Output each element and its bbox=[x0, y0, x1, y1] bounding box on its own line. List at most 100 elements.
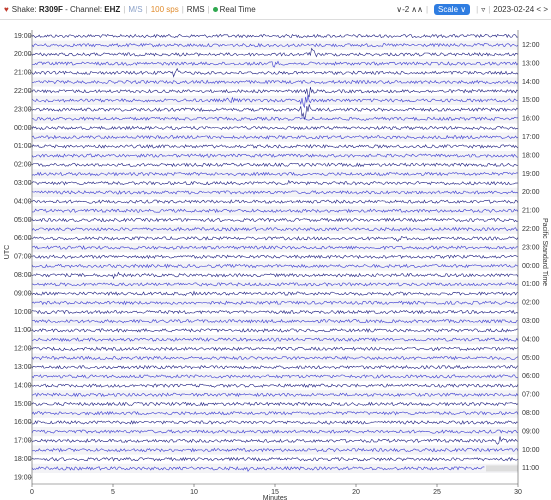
trace bbox=[31, 125, 519, 131]
utc-label: 19:00 bbox=[14, 474, 32, 481]
pst-label: 09:00 bbox=[522, 428, 540, 435]
date[interactable]: 2023-02-24 bbox=[493, 5, 535, 14]
trace bbox=[31, 401, 519, 407]
utc-label: 01:00 bbox=[14, 143, 32, 150]
trace bbox=[31, 153, 519, 158]
pst-label: 03:00 bbox=[522, 318, 540, 325]
x-tick-label: 30 bbox=[514, 489, 522, 496]
trace bbox=[31, 456, 519, 462]
x-axis-label: Minutes bbox=[263, 495, 288, 500]
utc-label: 02:00 bbox=[14, 162, 32, 169]
pst-label: 18:00 bbox=[522, 152, 540, 159]
pst-label: 11:00 bbox=[522, 465, 539, 472]
pst-label: 22:00 bbox=[522, 226, 540, 233]
pst-label: 14:00 bbox=[522, 79, 540, 86]
utc-label: 22:00 bbox=[14, 88, 32, 95]
live[interactable]: Real Time bbox=[219, 5, 256, 14]
trace bbox=[31, 33, 519, 39]
trace bbox=[31, 179, 519, 186]
trace bbox=[31, 79, 519, 85]
trace bbox=[31, 337, 519, 342]
pst-label: 01:00 bbox=[522, 281, 540, 288]
trace bbox=[31, 364, 519, 370]
trace bbox=[31, 346, 519, 352]
utc-label: 17:00 bbox=[14, 438, 32, 445]
channel-label: - Channel: bbox=[65, 5, 103, 14]
pst-label: 07:00 bbox=[522, 392, 540, 399]
live-dot bbox=[212, 7, 218, 12]
trace bbox=[31, 328, 519, 333]
trace bbox=[31, 94, 519, 109]
trace bbox=[31, 42, 519, 48]
utc-label: 14:00 bbox=[14, 382, 32, 389]
units[interactable]: M/S bbox=[128, 5, 143, 14]
scale-button[interactable]: Scale ∨ bbox=[434, 4, 471, 15]
utc-label: 16:00 bbox=[14, 419, 32, 426]
mode[interactable]: RMS bbox=[186, 5, 205, 14]
row-band bbox=[32, 151, 518, 161]
x-tick-label: 15 bbox=[271, 489, 279, 496]
utc-label: 12:00 bbox=[14, 346, 32, 353]
trace bbox=[31, 144, 519, 149]
zoom-down[interactable]: ∨ bbox=[396, 5, 403, 14]
toolbar: ♥ Shake: R309F - Channel: EHZ | M/S | 100 … bbox=[0, 0, 551, 20]
pst-label: 16:00 bbox=[522, 116, 540, 123]
zoom: -2 bbox=[402, 5, 410, 14]
pending-data bbox=[486, 465, 518, 472]
pst-label: 23:00 bbox=[522, 244, 540, 251]
right-axis-label: Pacific Standard Time bbox=[541, 218, 548, 286]
trace bbox=[31, 355, 519, 361]
utc-label: 10:00 bbox=[14, 309, 32, 316]
pst-label: 05:00 bbox=[522, 355, 540, 362]
trace bbox=[31, 245, 519, 250]
row-band bbox=[32, 371, 518, 381]
pst-label: 21:00 bbox=[522, 208, 540, 215]
pst-label: 19:00 bbox=[522, 171, 540, 178]
trace bbox=[31, 47, 519, 58]
trace bbox=[31, 87, 519, 98]
trace bbox=[32, 420, 519, 425]
pst-label: 12:00 bbox=[522, 42, 540, 49]
pst-label: 20:00 bbox=[522, 189, 540, 196]
trace bbox=[31, 263, 519, 269]
trace bbox=[31, 309, 519, 315]
trace bbox=[31, 190, 519, 195]
trace bbox=[31, 235, 519, 242]
trace bbox=[31, 466, 485, 472]
station[interactable]: R309F bbox=[38, 5, 63, 14]
utc-label: 03:00 bbox=[14, 180, 32, 187]
trace bbox=[31, 171, 519, 177]
utc-label: 07:00 bbox=[14, 254, 32, 261]
row-band bbox=[32, 353, 518, 363]
utc-label: 06:00 bbox=[14, 235, 32, 242]
scale-text[interactable]: Scale bbox=[438, 5, 459, 14]
trace bbox=[31, 436, 519, 445]
utc-label: 19:00 bbox=[14, 33, 32, 40]
heart-icon[interactable]: ♥ bbox=[4, 5, 9, 14]
row-band bbox=[32, 316, 518, 326]
row-band bbox=[32, 224, 518, 234]
row-band bbox=[32, 40, 518, 50]
trace bbox=[31, 282, 519, 287]
date-nav[interactable]: < > bbox=[534, 5, 548, 14]
left-axis-label: UTC bbox=[4, 245, 11, 259]
channel[interactable]: EHZ bbox=[104, 5, 121, 14]
pst-label: 15:00 bbox=[522, 97, 540, 104]
pst-label: 17:00 bbox=[522, 134, 540, 141]
zoom-up[interactable]: ∧∧ bbox=[411, 5, 423, 14]
trace bbox=[31, 217, 519, 223]
trace bbox=[31, 300, 519, 306]
x-tick-label: 20 bbox=[352, 489, 360, 496]
utc-label: 11:00 bbox=[14, 327, 31, 334]
rate[interactable]: 100 sps bbox=[150, 5, 179, 14]
trace bbox=[31, 162, 518, 168]
filter-icon[interactable]: ▿ bbox=[481, 5, 486, 14]
utc-label: 18:00 bbox=[14, 456, 32, 463]
utc-label: 15:00 bbox=[14, 401, 32, 408]
trace bbox=[31, 392, 519, 398]
x-tick-label: 10 bbox=[190, 489, 198, 496]
pst-label: 00:00 bbox=[522, 263, 540, 270]
trace bbox=[31, 254, 519, 260]
trace bbox=[32, 447, 519, 453]
